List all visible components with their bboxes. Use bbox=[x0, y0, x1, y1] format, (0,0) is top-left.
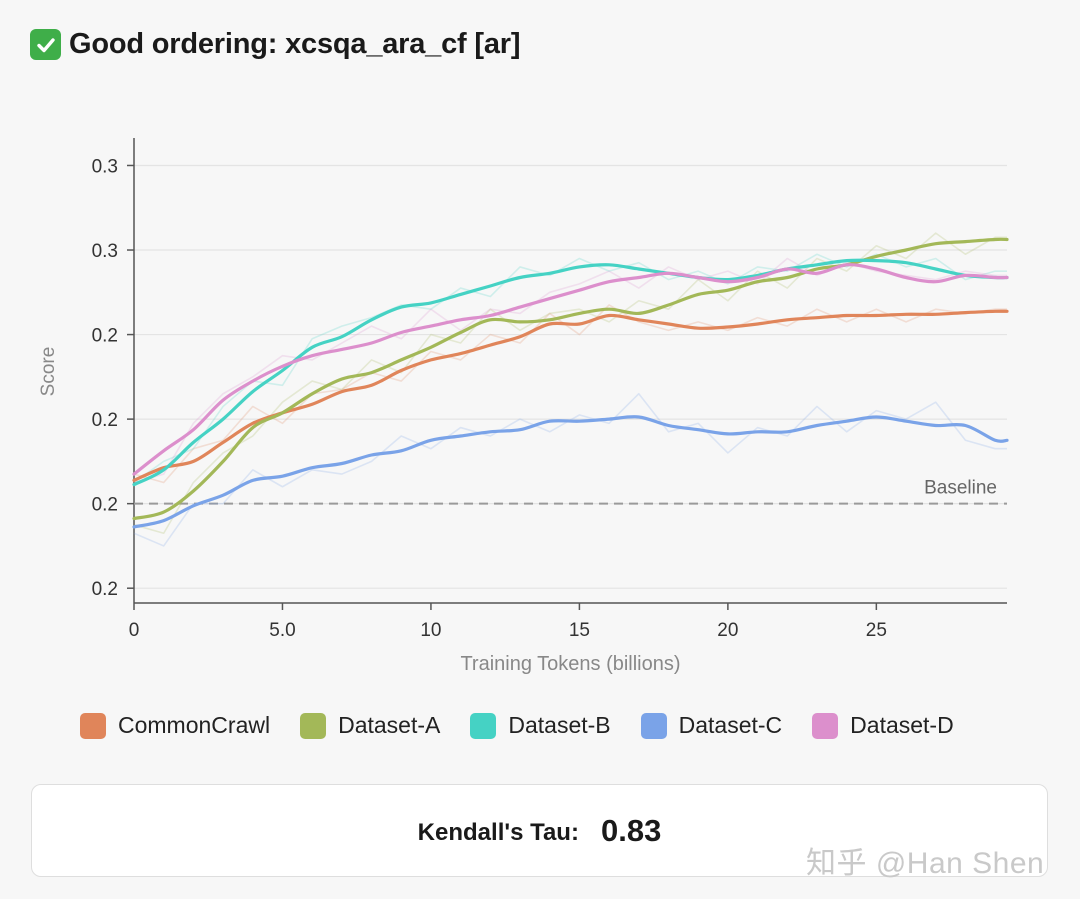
series-line-dataset-c bbox=[132, 415, 1009, 529]
kendall-tau-label: Kendall's Tau: bbox=[417, 818, 579, 846]
kendall-tau-value: 0.83 bbox=[600, 812, 662, 848]
y-tick-label: 0.3 bbox=[92, 241, 118, 262]
check-mark-icon bbox=[30, 29, 61, 60]
series-raw-line-dataset-b bbox=[133, 253, 1007, 484]
y-tick-label: 0.2 bbox=[92, 326, 118, 347]
legend-item-dataset-a: Dataset-A bbox=[300, 712, 440, 739]
legend-swatch bbox=[80, 712, 106, 739]
series-line-dataset-a bbox=[132, 237, 1009, 521]
x-tick-label: 15 bbox=[569, 620, 590, 641]
y-tick-label: 0.2 bbox=[92, 495, 118, 516]
x-tick-label: 25 bbox=[866, 620, 887, 641]
legend-item-dataset-d: Dataset-D bbox=[812, 712, 954, 739]
watermark-text: 知乎 @Han Shen bbox=[806, 847, 1045, 880]
legend-swatch bbox=[470, 712, 497, 739]
line-chart: 0.2 0.2 0.2 0.2 0.3 0.3 0 5.0 10 15 20 25 Training T… bbox=[38, 138, 1009, 675]
legend-swatch bbox=[640, 712, 667, 739]
series-raw-line-dataset-d bbox=[133, 257, 1007, 484]
x-tick-label: 20 bbox=[717, 620, 738, 641]
legend-label: CommonCrawl bbox=[118, 712, 271, 738]
legend-label: Dataset-D bbox=[850, 712, 954, 738]
y-tick-label: 0.3 bbox=[92, 156, 118, 177]
legend-label: Dataset-C bbox=[678, 712, 783, 738]
x-tick-label: 5.0 bbox=[269, 620, 295, 641]
legend-label: Dataset-B bbox=[508, 712, 611, 738]
legend-swatch bbox=[300, 712, 327, 739]
baseline-label: Baseline bbox=[924, 478, 997, 499]
legend-item-commoncrawl: CommonCrawl bbox=[80, 712, 270, 739]
series-line-dataset-d bbox=[132, 263, 1009, 476]
legend-item-dataset-b: Dataset-B bbox=[470, 712, 611, 739]
series-raw-line-commoncrawl bbox=[133, 304, 1007, 484]
chart-legend: CommonCrawl Dataset-A Dataset-B Dataset-C Da… bbox=[80, 712, 984, 739]
legend-label: Dataset-A bbox=[338, 712, 441, 738]
series-line-commoncrawl bbox=[132, 309, 1009, 482]
legend-item-dataset-c: Dataset-C bbox=[640, 712, 783, 739]
y-tick-label: 0.2 bbox=[92, 579, 118, 600]
series-raw-line-dataset-a bbox=[133, 232, 1007, 535]
chart-title: Good ordering: xcsqa_ara_cf [ar] bbox=[69, 28, 521, 60]
series-raw-line-dataset-c bbox=[133, 392, 1007, 547]
legend-swatch bbox=[812, 712, 839, 739]
chart-title-row: Good ordering: xcsqa_ara_cf [ar] bbox=[30, 28, 520, 61]
y-axis-label: Score bbox=[38, 347, 59, 397]
x-axis-label: Training Tokens (billions) bbox=[460, 653, 680, 675]
series-line-dataset-b bbox=[132, 258, 1009, 487]
x-tick-label: 0 bbox=[129, 620, 140, 641]
y-tick-label: 0.2 bbox=[92, 410, 118, 431]
x-tick-label: 10 bbox=[420, 620, 441, 641]
kendall-tau-panel: Kendall's Tau: 0.83 bbox=[31, 784, 1048, 877]
